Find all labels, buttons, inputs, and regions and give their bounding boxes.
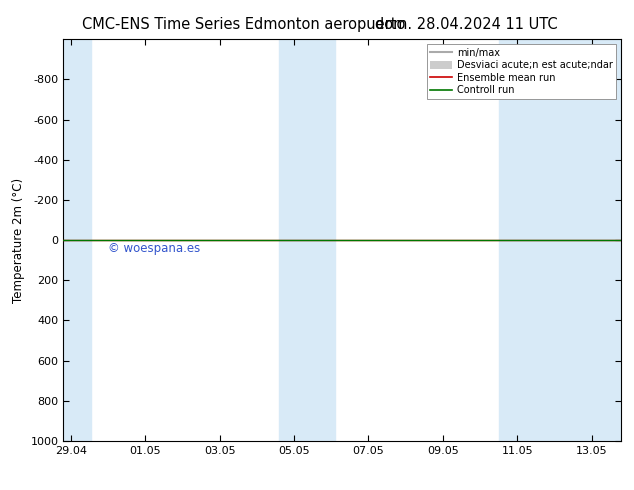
Legend: min/max, Desviaci acute;n est acute;ndar, Ensemble mean run, Controll run: min/max, Desviaci acute;n est acute;ndar… xyxy=(427,44,616,99)
Bar xyxy=(498,39,621,441)
Text: © woespana.es: © woespana.es xyxy=(108,242,200,255)
Text: dom. 28.04.2024 11 UTC: dom. 28.04.2024 11 UTC xyxy=(375,17,558,32)
Bar xyxy=(279,39,335,441)
Bar xyxy=(63,39,91,441)
Text: CMC-ENS Time Series Edmonton aeropuerto: CMC-ENS Time Series Edmonton aeropuerto xyxy=(82,17,406,32)
Y-axis label: Temperature 2m (°C): Temperature 2m (°C) xyxy=(12,177,25,303)
